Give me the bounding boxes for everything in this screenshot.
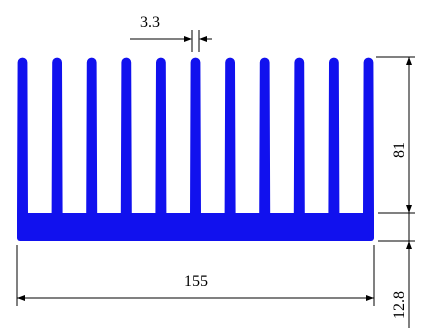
heatsink-fin — [120, 57, 132, 216]
heatsink-fin — [155, 57, 167, 216]
heatsink-fin — [293, 57, 305, 216]
fin-gap-dimension: 3.3 — [130, 14, 212, 52]
heatsink-base — [17, 213, 374, 241]
heatsink-fins — [17, 57, 374, 217]
heatsink-fin — [363, 57, 374, 216]
total-height-label: 81 — [391, 142, 408, 158]
heatsink-fin — [17, 57, 28, 217]
heatsink-fin — [328, 57, 340, 216]
heatsink-fin — [190, 57, 201, 217]
base-thickness-label: 12.8 — [391, 291, 408, 319]
total-height-dimension: 81 — [376, 56, 415, 242]
fin-gap-label: 3.3 — [140, 14, 160, 31]
heatsink-fin — [86, 57, 98, 216]
base-thickness-dimension: 12.8 — [391, 241, 412, 328]
heatsink-fin — [224, 57, 236, 216]
heatsink-profile — [17, 57, 374, 241]
heatsink-fin — [259, 57, 271, 216]
overall-width-label: 155 — [184, 273, 208, 290]
heatsink-fin — [51, 57, 63, 216]
overall-width-dimension: 155 — [16, 245, 375, 306]
